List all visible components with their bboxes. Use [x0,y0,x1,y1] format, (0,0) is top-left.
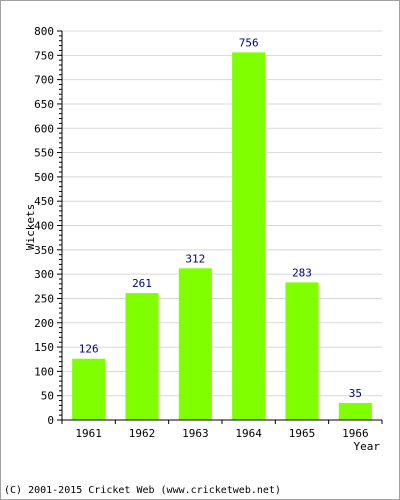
y-tick-label: 300 [34,268,54,281]
y-tick-label: 550 [34,147,54,160]
bar [232,52,266,421]
bar [285,282,319,420]
y-axis-label: Wickets [24,204,37,250]
bar [338,402,372,420]
bars [72,52,372,421]
value-label: 261 [132,277,152,290]
y-tick-label: 700 [34,74,54,87]
x-tick-labels: 1961 1962 1963 1964 1965 1966 [75,427,368,440]
y-tick-label: 500 [34,171,54,184]
y-tick-label: 100 [34,365,54,378]
x-tick-label: 1963 [182,427,209,440]
y-tick-label: 350 [34,244,54,257]
x-tick-label: 1961 [75,427,102,440]
bar [72,358,106,420]
value-labels: 126 261 312 756 283 35 [79,36,362,400]
bar [178,268,212,420]
x-tick-label: 1965 [289,427,316,440]
y-tick-label: 150 [34,341,54,354]
y-tick-label: 250 [34,292,54,305]
y-tick-label: 750 [34,49,54,62]
y-tick-label: 800 [34,25,54,38]
y-tick-label: 650 [34,98,54,111]
y-tick-label: 400 [34,220,54,233]
value-label: 756 [239,36,259,49]
value-label: 126 [79,343,99,356]
gridlines [62,30,382,397]
y-tick-label: 450 [34,195,54,208]
x-tick-label: 1964 [235,427,262,440]
y-tick-label: 200 [34,317,54,330]
x-tick-label: 1966 [342,427,369,440]
y-tick-labels: 0 50 100 150 200 250 300 350 400 450 500 550 600 650 7… [34,25,54,427]
copyright-footer: (C) 2001-2015 Cricket Web (www.cricketwe… [4,485,281,496]
y-tick-label: 0 [47,414,54,427]
value-label: 35 [349,387,362,400]
x-tick-label: 1962 [129,427,156,440]
axes [57,30,383,424]
x-axis-label: Year [354,440,381,453]
y-tick-label: 600 [34,122,54,135]
value-label: 312 [185,252,205,265]
bar [125,293,159,420]
value-label: 283 [292,266,312,279]
y-tick-label: 50 [41,390,54,403]
